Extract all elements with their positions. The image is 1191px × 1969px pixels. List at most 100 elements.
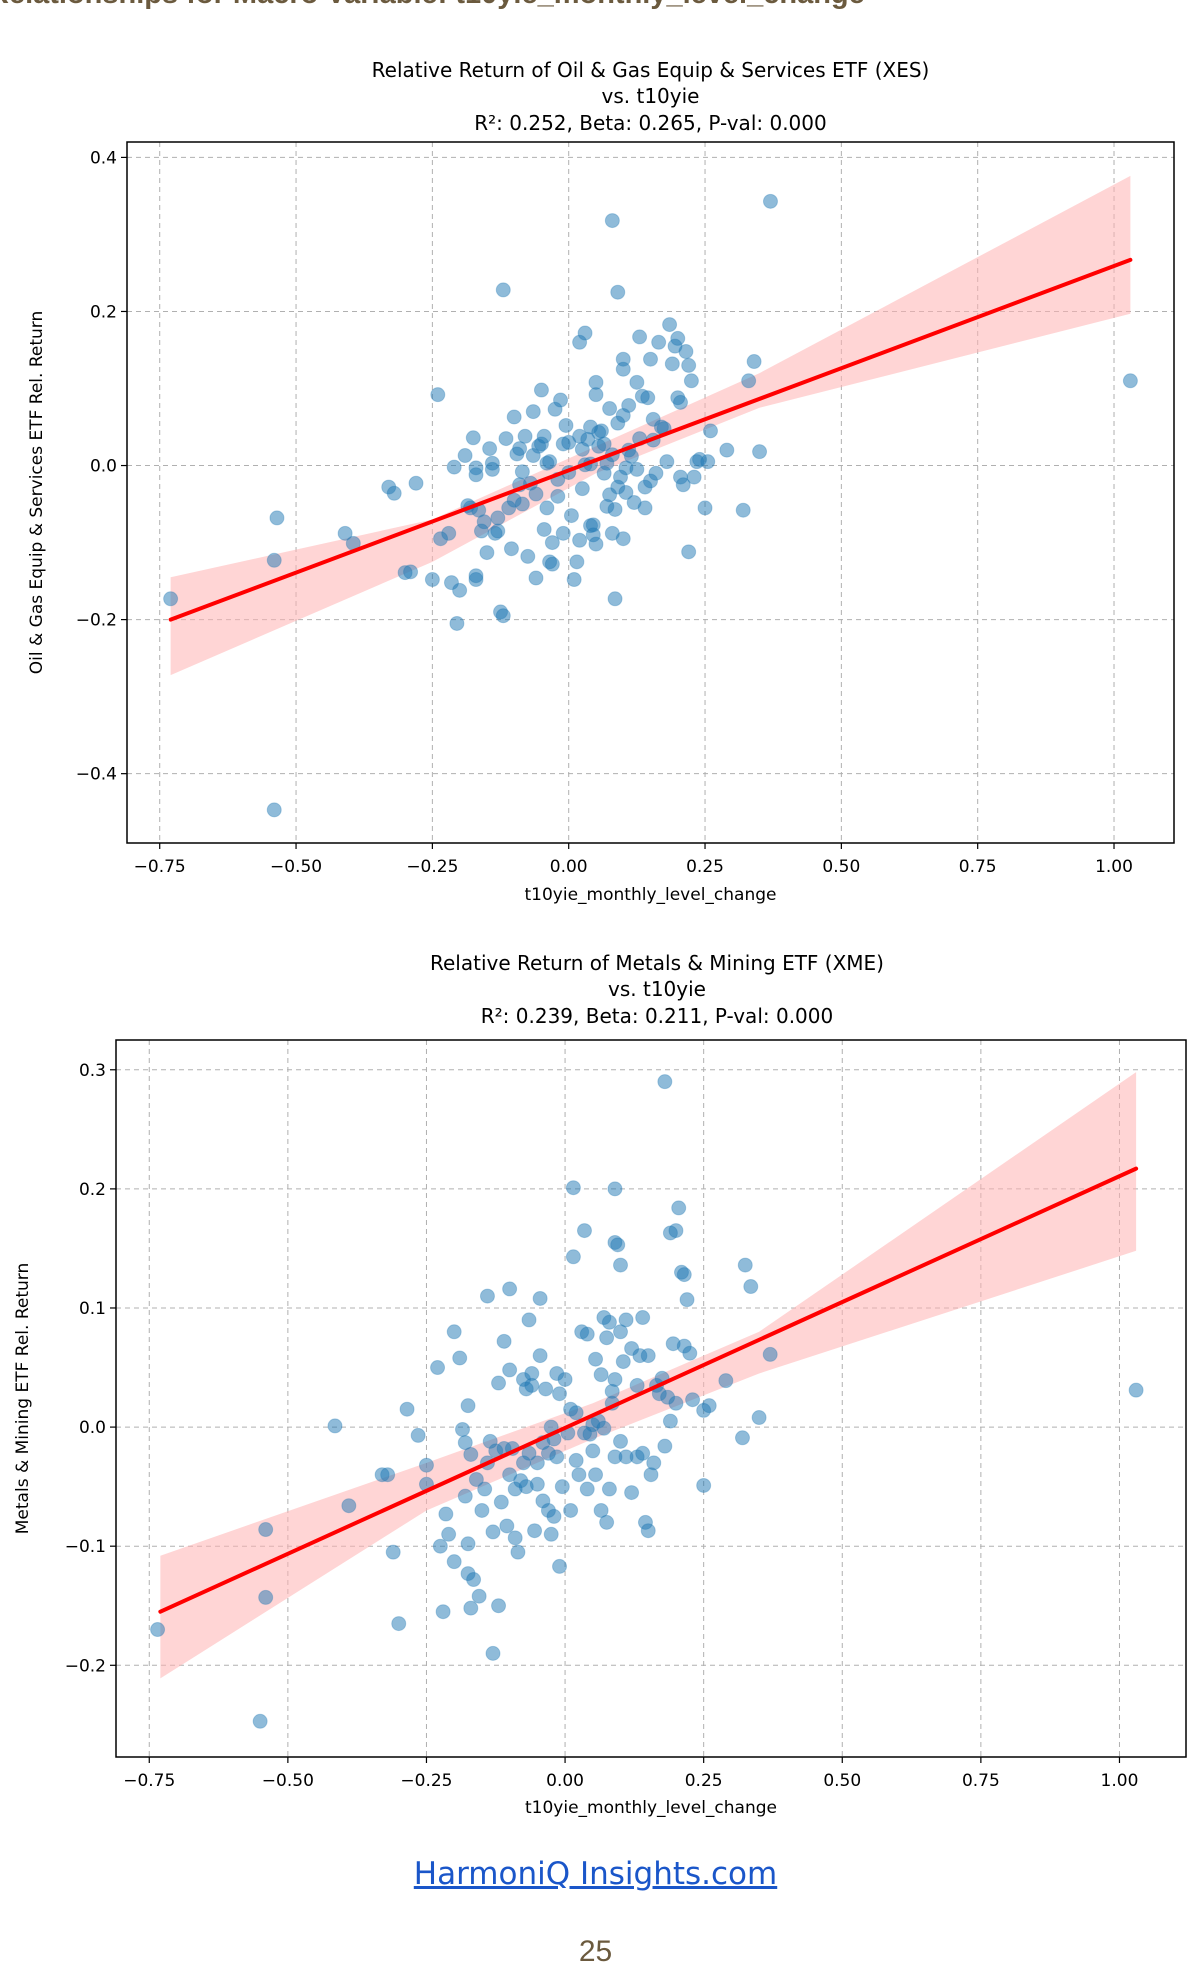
x-axis-label: t10yie_monthly_level_change — [525, 1798, 777, 1818]
data-point — [635, 1310, 651, 1326]
data-point — [496, 1333, 512, 1349]
xes-scatter-plot: Relative Return of Oil & Gas Equip & Ser… — [0, 0, 1191, 960]
data-point — [664, 356, 680, 372]
data-point — [762, 193, 778, 209]
data-point — [449, 615, 465, 631]
data-point — [566, 572, 582, 588]
data-point — [529, 1455, 545, 1471]
data-point — [719, 442, 735, 458]
data-point — [552, 1386, 568, 1402]
data-point — [601, 1481, 617, 1497]
data-point — [579, 1326, 595, 1342]
data-point — [424, 572, 440, 588]
data-point — [659, 454, 675, 470]
data-point — [457, 448, 473, 464]
data-point — [544, 535, 560, 551]
data-point — [682, 1345, 698, 1361]
data-point — [435, 1604, 451, 1620]
data-point — [596, 1420, 612, 1436]
x-tick-label: −0.50 — [270, 857, 322, 877]
data-point — [533, 382, 549, 398]
chart-svg-xes: Relative Return of Oil & Gas Equip & Ser… — [27, 58, 1175, 905]
x-tick-label: −0.75 — [134, 857, 186, 877]
data-point — [491, 1375, 507, 1391]
data-point — [532, 1290, 548, 1306]
x-tick-label: 0.25 — [686, 857, 724, 877]
x-tick-label: 0.50 — [822, 857, 860, 877]
data-point — [702, 423, 718, 439]
data-point — [734, 1430, 750, 1446]
data-point — [532, 1348, 548, 1364]
data-point — [662, 1413, 678, 1429]
x-tick-label: 0.75 — [959, 857, 997, 877]
data-point — [479, 545, 495, 561]
data-point — [701, 1398, 717, 1414]
data-point — [621, 397, 637, 413]
data-point — [618, 1312, 634, 1328]
data-point — [495, 608, 511, 624]
data-point — [576, 1223, 592, 1239]
data-point — [452, 1350, 468, 1366]
data-point — [525, 404, 541, 420]
x-tick-label: −0.75 — [123, 1771, 175, 1791]
chart-svg-xme: Relative Return of Metals & Mining ETF (… — [13, 951, 1187, 1818]
data-point — [528, 570, 544, 586]
data-point — [455, 1421, 471, 1437]
data-point — [588, 536, 604, 552]
data-point — [391, 1616, 407, 1632]
data-point — [571, 1467, 587, 1483]
data-point — [599, 1330, 615, 1346]
data-point — [657, 1074, 673, 1090]
data-point — [403, 564, 419, 580]
data-point — [493, 1494, 509, 1510]
data-point — [662, 317, 678, 333]
data-point — [163, 591, 179, 607]
data-point — [446, 1324, 462, 1340]
data-point — [468, 467, 484, 483]
data-point — [495, 282, 511, 298]
data-point — [408, 475, 424, 491]
data-point — [651, 334, 667, 350]
data-point — [506, 409, 522, 425]
data-point — [441, 525, 457, 541]
data-point — [463, 1600, 479, 1616]
data-point — [671, 1200, 687, 1216]
data-point — [380, 1467, 396, 1483]
data-point — [521, 1312, 537, 1328]
y-axis-label: Oil & Gas Equip & Services ETF Rel. Retu… — [27, 311, 47, 674]
data-point — [579, 1481, 595, 1497]
data-point — [550, 488, 566, 504]
data-point — [599, 1514, 615, 1530]
data-point — [539, 500, 555, 516]
data-point — [685, 1392, 701, 1408]
data-point — [266, 802, 282, 818]
data-point — [572, 532, 588, 548]
data-point — [482, 441, 498, 457]
data-point — [596, 436, 612, 452]
data-point — [558, 417, 574, 433]
data-point — [593, 1502, 609, 1518]
data-point — [635, 1445, 651, 1461]
x-tick-label: 0.25 — [685, 1771, 723, 1791]
data-point — [452, 582, 468, 598]
data-point — [679, 1292, 695, 1308]
data-point — [670, 330, 686, 346]
data-point — [683, 373, 699, 389]
data-point — [502, 1281, 518, 1297]
data-point — [676, 1267, 692, 1283]
data-point — [542, 454, 558, 470]
data-point — [490, 523, 506, 539]
data-point — [502, 1362, 518, 1378]
data-point — [615, 1354, 631, 1370]
y-tick-label: −0.2 — [76, 611, 117, 631]
data-point — [555, 525, 571, 541]
data-point — [460, 1398, 476, 1414]
data-point — [588, 1351, 604, 1367]
data-point — [457, 1488, 473, 1504]
harmoniq-insights-link[interactable]: HarmoniQ Insights.com — [413, 1856, 778, 1892]
data-point — [624, 1485, 640, 1501]
data-point — [485, 1645, 501, 1661]
footer-link-container: HarmoniQ Insights.com — [0, 1856, 1191, 1892]
data-point — [607, 1181, 623, 1197]
data-point — [741, 373, 757, 389]
